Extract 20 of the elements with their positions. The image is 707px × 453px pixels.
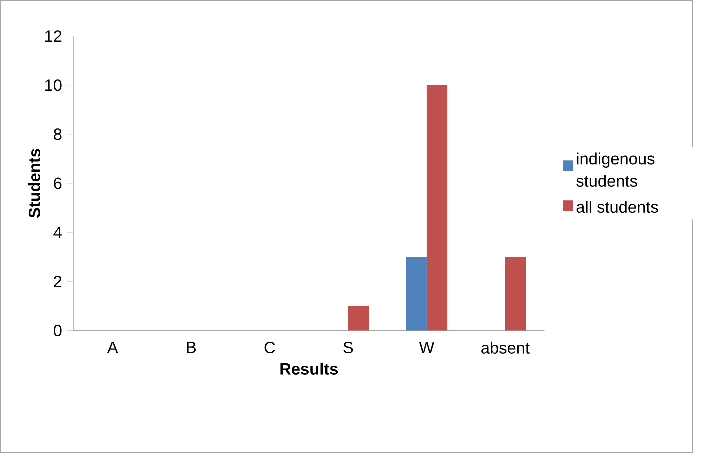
y-tick-label: 6 xyxy=(54,178,62,190)
y-tick-label: 12 xyxy=(46,30,62,42)
y-tick-label: 8 xyxy=(54,128,62,140)
bar xyxy=(348,306,370,331)
x-tick-label: absent xyxy=(482,342,530,354)
y-tick-label: 0 xyxy=(54,324,62,336)
bar xyxy=(426,85,448,331)
y-axis-title: Students xyxy=(28,148,41,218)
y-tick-label: 2 xyxy=(54,276,62,288)
bar xyxy=(505,256,526,331)
x-tick-label: A xyxy=(107,342,118,353)
bar xyxy=(406,256,427,331)
x-tick-label: C xyxy=(264,342,276,354)
x-tick-label: B xyxy=(187,342,196,353)
y-tick-label: 10 xyxy=(46,79,62,91)
x-tick-label: S xyxy=(344,342,354,354)
y-tick-label: 4 xyxy=(54,226,62,238)
x-tick-label: W xyxy=(419,342,435,353)
x-axis-title: Results xyxy=(280,362,338,375)
legend-label: all students xyxy=(576,200,658,213)
